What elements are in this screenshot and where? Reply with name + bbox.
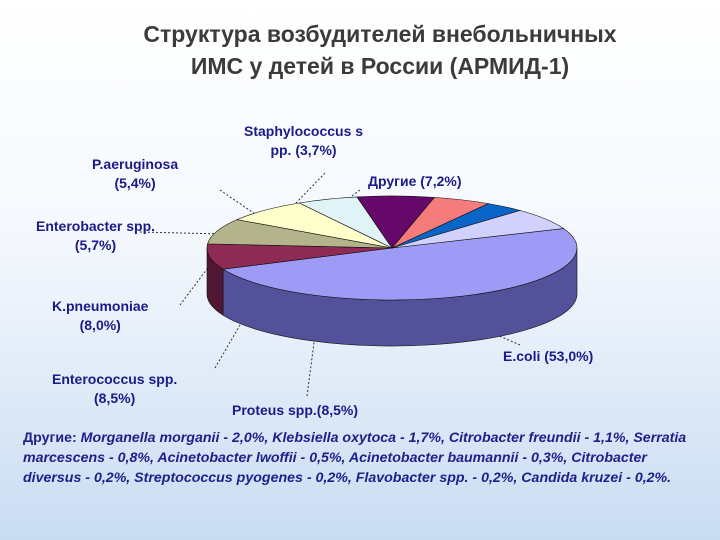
leader-line-kpn: [179, 264, 211, 306]
footnote-prefix: Другие:: [23, 430, 81, 446]
pie-slice-e-coli-0: [222, 228, 578, 301]
pie-slice-proteus-spp-1: [206, 243, 393, 270]
leader-line-ecoli: [494, 333, 521, 346]
label-enterobacter: Enterobacter spp. (5,7%): [36, 218, 156, 253]
label-proteus: Proteus spp.(8,5%): [232, 402, 359, 418]
leader-line-entc: [214, 324, 241, 369]
label-k-pneumoniae: K.pneumoniae (8,0%): [52, 298, 149, 333]
title-line-1: Структура возбудителей внебольничных: [143, 21, 617, 47]
leader-line-staph: [295, 172, 326, 204]
pie-tops: [206, 195, 578, 301]
label-enterococcus: Enterococcus spp. (8,5%): [52, 371, 178, 406]
footnote-body: Morganella morganii - 2,0%, Klebsiella o…: [23, 430, 687, 486]
leader-line-entb: [139, 231, 223, 235]
label-e-coli: E.coli (53,0%): [503, 348, 594, 364]
slide-title: Структура возбудителей внебольничных ИМС…: [40, 18, 720, 82]
pie-slice-enterococcus-spp-2: [207, 219, 393, 249]
pie-slice-other-8: [391, 210, 565, 249]
label-staphylococcus: Staphylococcus s pp. (3,7%): [244, 123, 364, 158]
leader-lines: [139, 172, 521, 397]
label-p-aeruginosa: P.aeruginosa (5,4%): [92, 156, 179, 191]
footnote: Другие: Morganella morganii - 2,0%, Kleb…: [23, 428, 703, 488]
leader-line-paer: [219, 189, 259, 217]
title-line-2: ИМС у детей в России (АРМИД-1): [190, 53, 570, 79]
leader-line-other: [344, 189, 361, 202]
leader-line-prot: [306, 334, 316, 397]
label-other: Другие (7,2%): [368, 173, 462, 189]
